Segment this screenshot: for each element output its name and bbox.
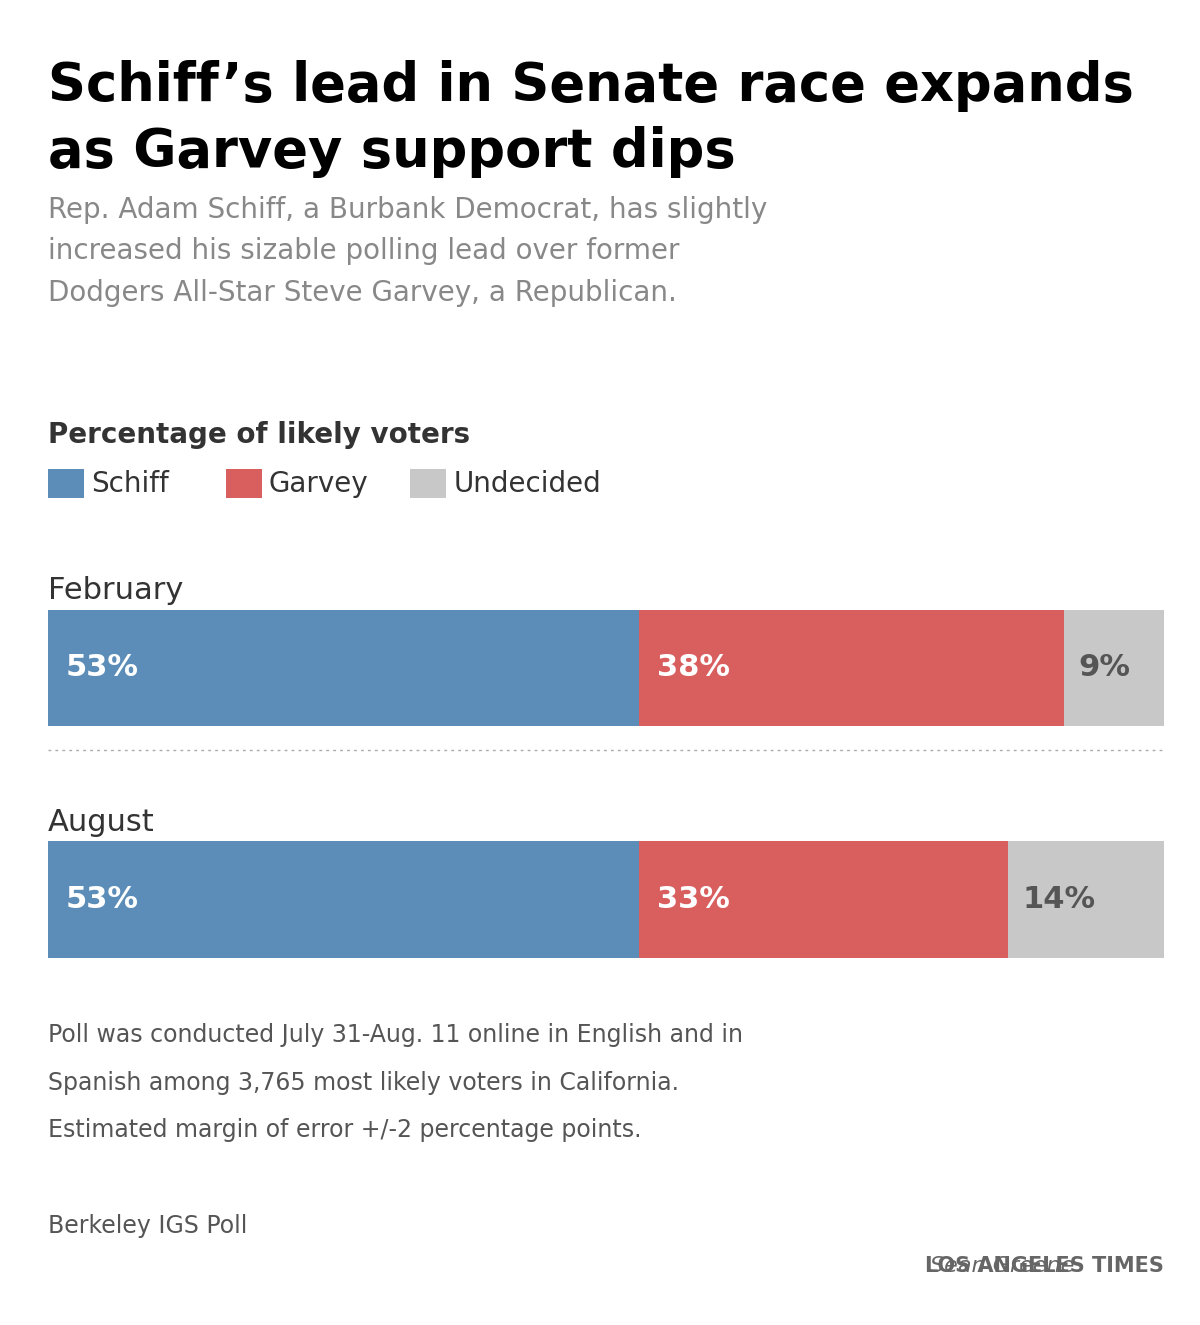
Text: August: August <box>48 808 155 837</box>
Text: Schiff’s lead in Senate race expands: Schiff’s lead in Senate race expands <box>48 60 1134 111</box>
FancyBboxPatch shape <box>410 469 446 498</box>
Text: Percentage of likely voters: Percentage of likely voters <box>48 421 470 449</box>
Text: LOS ANGELES TIMES: LOS ANGELES TIMES <box>925 1256 1164 1276</box>
Text: 53%: 53% <box>66 885 139 914</box>
Text: Garvey: Garvey <box>269 469 368 498</box>
Text: Spanish among 3,765 most likely voters in California.: Spanish among 3,765 most likely voters i… <box>48 1071 679 1094</box>
Text: 14%: 14% <box>1022 885 1096 914</box>
Text: 38%: 38% <box>658 653 731 682</box>
Text: Estimated margin of error +/-2 percentage points.: Estimated margin of error +/-2 percentag… <box>48 1118 642 1142</box>
FancyBboxPatch shape <box>640 610 1063 726</box>
Text: February: February <box>48 576 184 606</box>
FancyBboxPatch shape <box>640 841 1008 958</box>
Text: Sean Greene: Sean Greene <box>930 1256 1074 1276</box>
Text: 9%: 9% <box>1078 653 1130 682</box>
Text: Berkeley IGS Poll: Berkeley IGS Poll <box>48 1214 247 1238</box>
Text: 53%: 53% <box>66 653 139 682</box>
Text: Rep. Adam Schiff, a Burbank Democrat, has slightly
increased his sizable polling: Rep. Adam Schiff, a Burbank Democrat, ha… <box>48 196 767 306</box>
FancyBboxPatch shape <box>48 841 640 958</box>
Text: Schiff: Schiff <box>91 469 169 498</box>
Text: Poll was conducted July 31-Aug. 11 online in English and in: Poll was conducted July 31-Aug. 11 onlin… <box>48 1023 743 1047</box>
FancyBboxPatch shape <box>48 469 84 498</box>
Text: Undecided: Undecided <box>454 469 601 498</box>
Text: 33%: 33% <box>658 885 731 914</box>
FancyBboxPatch shape <box>1063 610 1164 726</box>
FancyBboxPatch shape <box>48 610 640 726</box>
Text: as Garvey support dips: as Garvey support dips <box>48 126 736 178</box>
FancyBboxPatch shape <box>226 469 262 498</box>
FancyBboxPatch shape <box>1008 841 1164 958</box>
